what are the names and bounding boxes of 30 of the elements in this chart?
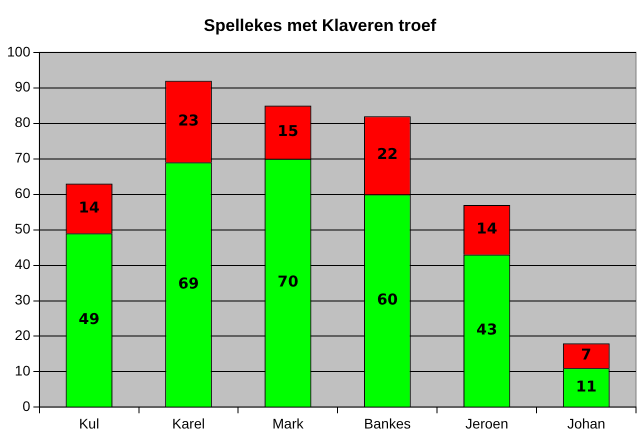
- y-tick-label: 90: [14, 78, 31, 95]
- x-tick-label: Mark: [272, 415, 305, 432]
- y-tick-label: 100: [7, 43, 31, 60]
- y-tick-label: 40: [14, 256, 31, 272]
- x-tick-label: Johan: [567, 415, 606, 432]
- y-tick-label: 70: [14, 150, 31, 166]
- data-label: 7: [581, 346, 592, 364]
- chart-title: Spellekes met Klaveren troef: [204, 16, 437, 35]
- x-tick-label: Bankes: [364, 415, 411, 432]
- data-label: 49: [78, 310, 100, 328]
- data-label: 22: [376, 145, 398, 164]
- data-label: 43: [476, 320, 498, 339]
- data-label: 11: [576, 377, 597, 396]
- data-label: 69: [178, 274, 199, 292]
- y-tick-label: 80: [14, 114, 31, 130]
- x-tick-label: Jeroen: [465, 415, 508, 432]
- y-tick-label: 10: [14, 362, 31, 379]
- y-tick-label: 60: [14, 185, 31, 202]
- x-tick-label: Kul: [78, 415, 100, 432]
- y-tick-label: 20: [14, 327, 31, 344]
- y-tick-label: 50: [14, 220, 31, 237]
- data-label: 14: [476, 220, 498, 238]
- y-tick-label: 30: [14, 292, 31, 308]
- data-label: 70: [278, 272, 298, 291]
- x-tick-label: Karel: [172, 415, 205, 432]
- data-label: 60: [376, 290, 398, 308]
- data-label: 15: [278, 122, 298, 140]
- data-label: 23: [178, 111, 199, 130]
- y-tick-label: 0: [22, 398, 31, 414]
- data-label: 14: [78, 198, 100, 216]
